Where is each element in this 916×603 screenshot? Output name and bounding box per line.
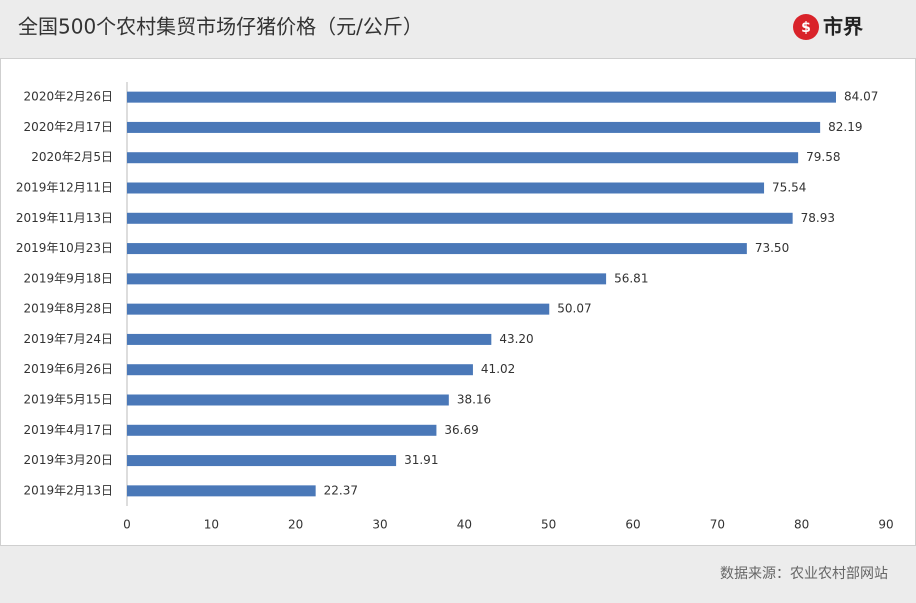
value-label: 79.58 [806,150,840,164]
x-tick-label: 30 [372,518,387,532]
logo-icon [793,14,819,40]
y-tick-label: 2019年12月11日 [16,181,113,195]
bar [127,212,793,224]
value-label: 36.69 [444,423,478,437]
bar [127,394,449,406]
y-tick-label: 2019年8月28日 [24,302,113,316]
bar [127,121,821,133]
x-tick-label: 40 [457,518,472,532]
x-tick-label: 10 [204,518,219,532]
y-tick-label: 2019年9月18日 [24,271,113,285]
y-tick-label: 2019年7月24日 [24,332,113,346]
bar [127,455,397,467]
x-tick-label: 60 [625,518,640,532]
y-tick-label: 2020年2月17日 [24,120,113,134]
x-tick-label: 90 [878,518,893,532]
value-label: 50.07 [557,302,591,316]
x-tick-label: 50 [541,518,556,532]
value-label: 73.50 [755,241,789,255]
y-tick-label: 2020年2月5日 [31,150,113,164]
bar [127,243,747,255]
bar [127,364,473,376]
bar [127,424,437,436]
logo-glyph: $ [801,20,811,36]
x-tick-label: 0 [123,518,131,532]
y-tick-label: 2019年10月23日 [16,241,113,255]
brand: 市界 [823,15,863,39]
value-label: 43.20 [499,332,533,346]
value-label: 22.37 [324,483,358,497]
value-label: 84.07 [844,90,878,104]
y-tick-label: 2019年3月20日 [24,453,113,467]
bar [127,273,607,285]
bar [127,303,550,315]
bar [127,182,765,194]
y-tick-label: 2019年2月13日 [24,483,113,497]
bar [127,91,836,103]
y-tick-label: 2019年6月26日 [24,362,113,376]
source: 数据来源：农业农村部网站 [720,566,888,582]
bar [127,485,316,497]
value-label: 31.91 [404,453,438,467]
x-tick-label: 80 [794,518,809,532]
y-tick-label: 2019年5月15日 [24,393,113,407]
y-tick-label: 2019年11月13日 [16,211,113,225]
y-tick-label: 2019年4月17日 [24,423,113,437]
chart-title: 全国500个农村集贸市场仔猪价格（元/公斤） [18,15,423,39]
bar [127,333,492,345]
bar [127,152,799,164]
x-tick-label: 20 [288,518,303,532]
value-label: 82.19 [828,120,862,134]
value-label: 78.93 [801,211,835,225]
y-tick-label: 2020年2月26日 [24,90,113,104]
value-label: 41.02 [481,362,515,376]
value-label: 38.16 [457,393,491,407]
value-label: 75.54 [772,181,806,195]
value-label: 56.81 [614,271,648,285]
x-tick-label: 70 [710,518,725,532]
